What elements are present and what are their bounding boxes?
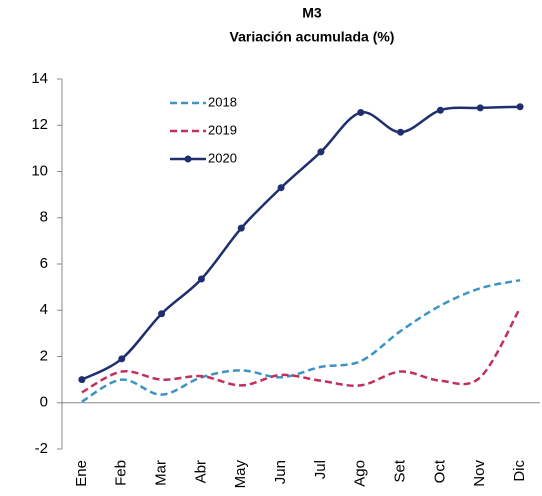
legend-marker: [184, 155, 192, 163]
y-tick-label: 14: [31, 70, 48, 87]
x-tick-label: Abr: [192, 460, 209, 483]
series-marker: [317, 148, 325, 156]
x-tick-label: Ene: [73, 460, 90, 487]
x-tick-label: May: [232, 460, 249, 489]
series-marker: [118, 355, 126, 363]
x-tick-label: Set: [392, 459, 409, 482]
series-marker: [476, 104, 484, 112]
series-marker: [357, 109, 365, 117]
series-marker: [397, 128, 405, 136]
series-marker: [516, 103, 524, 111]
x-tick-label: Ago: [352, 460, 369, 487]
y-tick-label: 8: [40, 209, 48, 226]
series-marker: [78, 376, 86, 384]
x-tick-label: Mar: [153, 460, 170, 486]
x-tick-label: Oct: [431, 459, 448, 483]
y-tick-label: 12: [31, 116, 48, 133]
x-tick-label: Dic: [511, 460, 528, 482]
y-tick-label: 10: [31, 162, 48, 179]
legend-label: 2019: [208, 122, 237, 137]
series-marker: [237, 224, 245, 232]
legend-label: 2018: [208, 94, 237, 109]
x-tick-label: Jul: [312, 460, 329, 479]
legend-label: 2020: [208, 150, 237, 165]
x-tick-label: Jun: [272, 460, 289, 484]
series-line: [81, 307, 522, 394]
x-tick-label: Feb: [113, 460, 130, 486]
x-tick-label: Nov: [471, 460, 488, 487]
series-marker: [158, 310, 166, 318]
series-marker: [277, 184, 285, 192]
y-tick-label: 0: [40, 394, 48, 411]
chart-subtitle: Variación acumulada (%): [230, 29, 395, 45]
chart-title: M3: [302, 5, 322, 21]
y-tick-label: 6: [40, 255, 48, 272]
series-marker: [436, 106, 444, 114]
series-line: [81, 278, 521, 403]
series-line: [81, 105, 521, 381]
y-tick-label: 4: [40, 301, 48, 318]
y-tick-label: 2: [40, 347, 48, 364]
y-tick-label: -2: [35, 440, 48, 457]
series-marker: [197, 275, 205, 283]
